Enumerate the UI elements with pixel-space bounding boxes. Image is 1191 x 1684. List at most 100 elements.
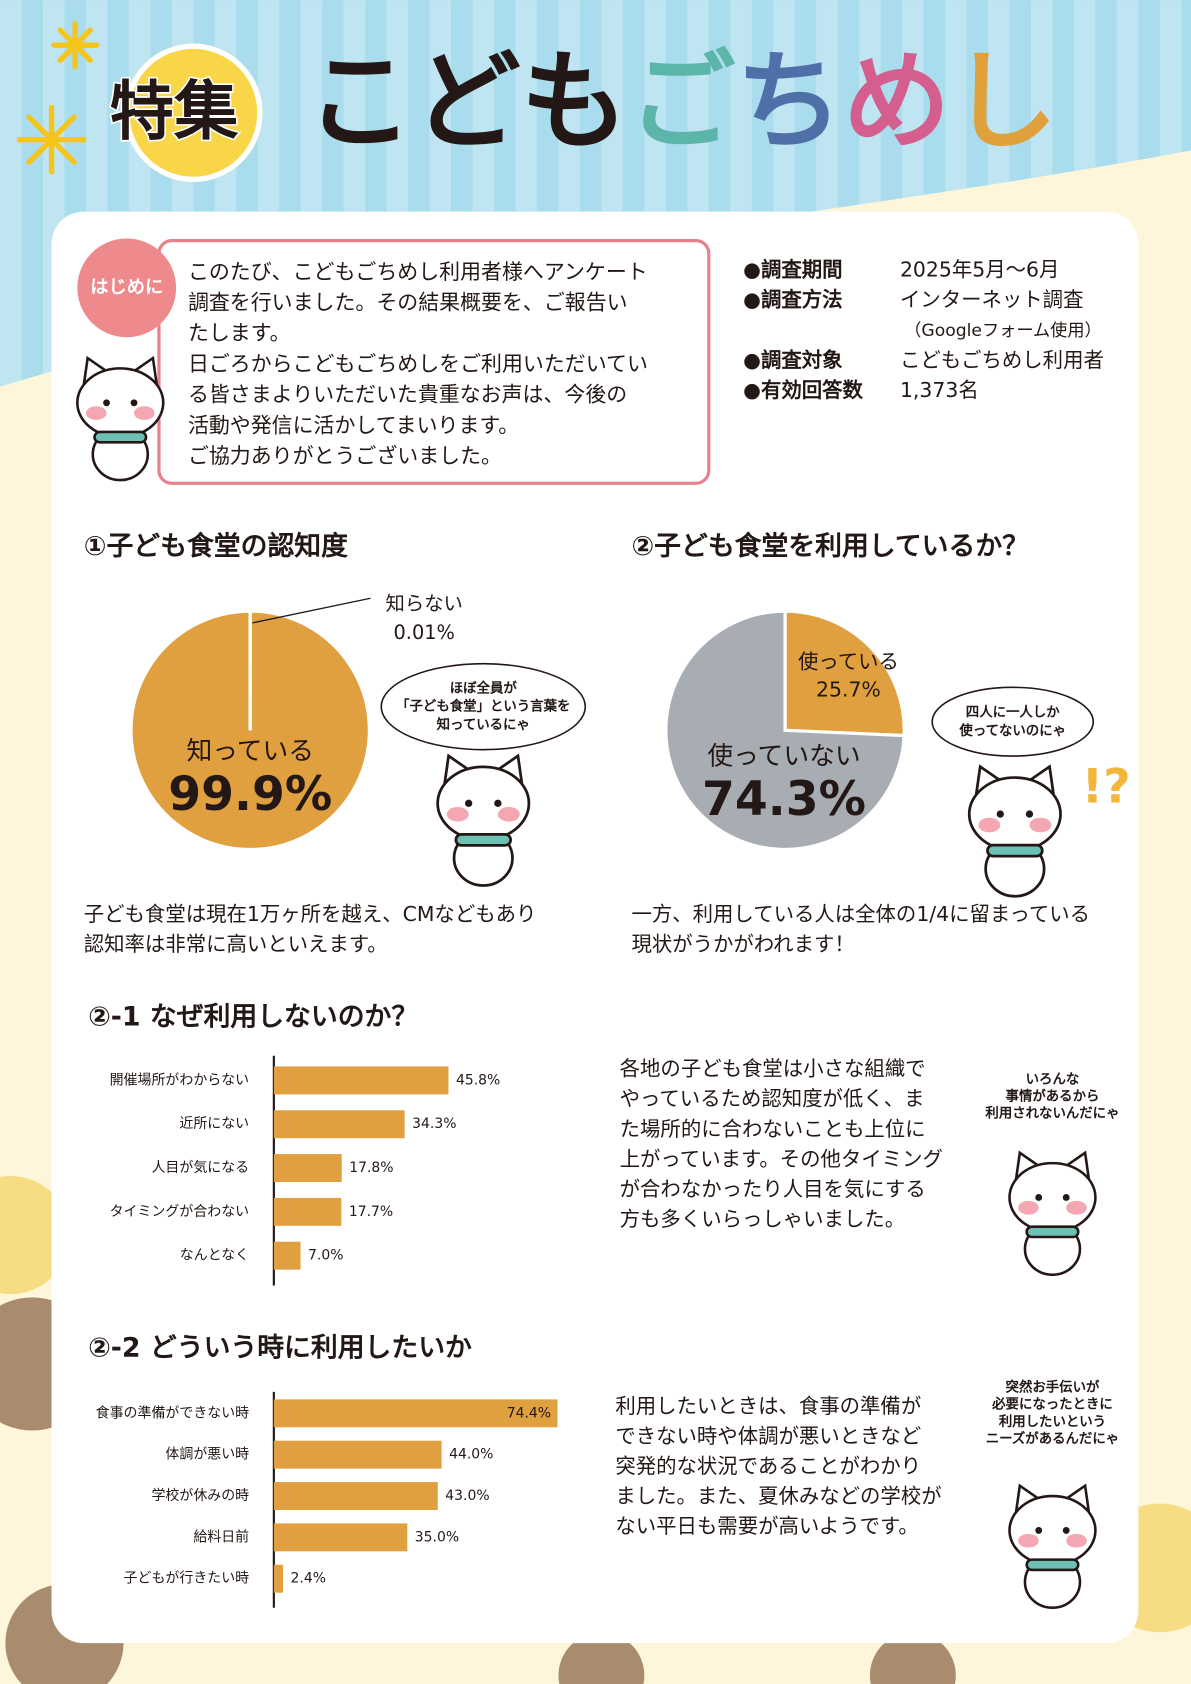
- value-label: 17.8%: [349, 1160, 393, 1176]
- section-title: ②子ども食堂を利用しているか？: [631, 530, 1029, 562]
- cat-head: [967, 776, 1062, 852]
- category-label: 開催場所がわからない: [110, 1072, 250, 1088]
- title-part: こども: [306, 40, 628, 165]
- decor-circle: [558, 1632, 645, 1684]
- slice-value: 74.3%: [702, 772, 866, 827]
- intro-tag-circle: [77, 238, 177, 338]
- intro-box: [157, 238, 711, 485]
- slice-label: 使っている: [798, 650, 899, 674]
- slice-label: 使っていない: [707, 742, 860, 772]
- cat-head: [1008, 1161, 1097, 1234]
- lemon-badge: [124, 43, 263, 183]
- cat-illustration: [436, 753, 531, 887]
- value-label: 17.7%: [349, 1204, 393, 1220]
- description: 各地の子ども食堂は小さな組織で: [620, 1057, 926, 1081]
- bar: [273, 1482, 438, 1510]
- caption: 認知率は非常に高いといえます。: [84, 932, 388, 956]
- description: 方も多くいらっしゃいました。: [620, 1207, 905, 1231]
- intro-line: 活動や発信に活かしてまいります。: [188, 413, 519, 437]
- cat-cheek: [85, 406, 107, 420]
- cat-scarf: [986, 843, 1044, 858]
- survey-label: ●調査方法: [743, 288, 842, 312]
- cat-head: [436, 765, 531, 842]
- bubble-text: いろんな: [1026, 1071, 1080, 1087]
- bar: [273, 1564, 284, 1593]
- star-decor: [16, 20, 100, 175]
- bubble-text: 必要になったときに: [991, 1396, 1113, 1413]
- cat-eye: [1062, 1194, 1070, 1201]
- speech-bubble: [380, 662, 587, 751]
- bubble-text: 知っているにゃ: [437, 716, 530, 733]
- stripe: [0, 0, 22, 409]
- page-title: こどもごちめし: [306, 40, 1058, 165]
- cat-eye: [103, 399, 110, 407]
- slice-label: 知っている: [186, 736, 314, 766]
- speech-bubble: [931, 686, 1095, 757]
- value-label: 44.0%: [449, 1447, 493, 1463]
- slice-value: 99.9%: [168, 767, 332, 822]
- cat-scarf: [93, 430, 148, 444]
- intro-tag: はじめに: [90, 277, 163, 298]
- bar: [273, 1154, 342, 1183]
- category-label: 近所にない: [179, 1116, 249, 1132]
- value-label: 7.0%: [308, 1248, 343, 1264]
- bubble-text: 事情があるから: [1006, 1088, 1100, 1105]
- decor-circle: [869, 1632, 956, 1684]
- bubble-text: 「子ども食堂」という言葉を: [396, 698, 570, 715]
- bubble-text: 利用されないんだにゃ: [985, 1105, 1119, 1122]
- bar: [273, 1523, 408, 1552]
- bar: [273, 1197, 342, 1226]
- category-label: 子どもが行きたい時: [124, 1571, 250, 1587]
- caption: 一方、利用している人は全体の1/4に留まっている: [631, 902, 1090, 926]
- description: 利用したいときは、食事の準備が: [615, 1394, 921, 1418]
- bar: [273, 1110, 405, 1139]
- value-label: 34.3%: [412, 1116, 456, 1132]
- bubble-text: 使ってないのにゃ: [958, 722, 1066, 739]
- category-label: 学校が休みの時: [151, 1487, 249, 1504]
- intro-line: ご協力ありがとうございました。: [188, 444, 502, 468]
- pie-slice: [664, 609, 906, 852]
- section-title: ①子ども食堂の認知度: [84, 530, 348, 562]
- bar: [273, 1241, 301, 1270]
- cat-head: [1008, 1494, 1097, 1567]
- description: ない平日も需要が高いようです。: [615, 1514, 918, 1538]
- value-label: 74.4%: [507, 1405, 551, 1421]
- cat-cheek: [1066, 1533, 1087, 1548]
- cat-scarf: [1025, 1558, 1080, 1572]
- bar: [273, 1066, 449, 1095]
- value-label: 2.4%: [291, 1571, 326, 1587]
- category-label: 体調が悪い時: [165, 1447, 249, 1463]
- description: ました。また、夏休みなどの学校が: [615, 1484, 941, 1508]
- cat-cheek: [978, 817, 1001, 833]
- bubble-text: 四人に一人しか: [966, 705, 1060, 721]
- intro-line: たします。: [188, 321, 291, 345]
- slice-label: 知らない: [386, 592, 463, 615]
- pie-slice: [783, 609, 906, 738]
- intro-line: 調査を行いました。その結果概要を、ご報告い: [188, 291, 628, 315]
- survey-label: ●調査対象: [743, 348, 843, 372]
- slice-value: 0.01%: [394, 621, 455, 644]
- cat-eye: [1025, 810, 1034, 818]
- cat-eye: [1035, 1194, 1043, 1201]
- value-label: 43.0%: [445, 1488, 489, 1504]
- survey-value: こどもごちめし利用者: [900, 348, 1104, 372]
- value-label: 45.8%: [456, 1072, 500, 1088]
- content-card: [51, 211, 1139, 1644]
- survey-value: 1,373名: [900, 378, 979, 402]
- bar: [273, 1440, 442, 1469]
- survey-value: 2025年5月～6月: [900, 258, 1059, 282]
- description: やっているため認知度が低く、ま: [620, 1087, 925, 1111]
- slice-value: 25.7%: [816, 678, 881, 702]
- title-part: し: [950, 40, 1057, 165]
- description: 突発的な状況であることがわかり: [615, 1454, 921, 1478]
- survey-value: インターネット調査: [900, 288, 1084, 312]
- cat-eye: [494, 799, 502, 807]
- description: できない時や体調が悪いときなど: [615, 1424, 921, 1448]
- category-label: 食事の準備ができない時: [96, 1404, 250, 1421]
- survey-label: ●有効回答数: [743, 378, 863, 402]
- title-part: め: [843, 40, 950, 165]
- intro-line: る皆さまよりいただいた貴重なお声は、今後の: [188, 383, 627, 407]
- cat-illustration: [76, 355, 165, 482]
